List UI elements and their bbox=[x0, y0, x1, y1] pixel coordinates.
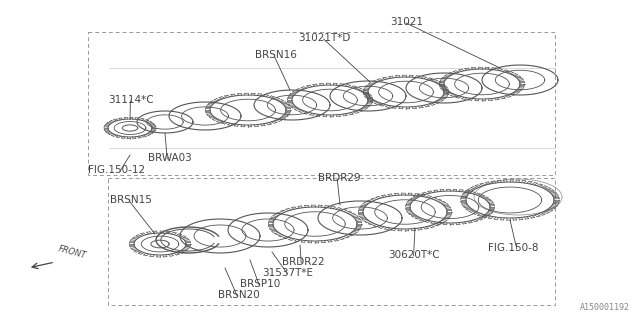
Text: 31021T*D: 31021T*D bbox=[298, 33, 350, 43]
Bar bbox=[108, 178, 555, 305]
Text: BRSN16: BRSN16 bbox=[255, 50, 297, 60]
Text: BRDR22: BRDR22 bbox=[282, 257, 324, 267]
Text: 30620T*C: 30620T*C bbox=[388, 250, 440, 260]
Text: BRDR29: BRDR29 bbox=[318, 173, 360, 183]
Bar bbox=[88, 32, 555, 175]
Text: BRSN15: BRSN15 bbox=[110, 195, 152, 205]
Text: A150001192: A150001192 bbox=[580, 303, 630, 312]
Text: 31021: 31021 bbox=[390, 17, 423, 27]
Text: BRSP10: BRSP10 bbox=[240, 279, 280, 289]
Text: 31114*C: 31114*C bbox=[108, 95, 154, 105]
Text: FRONT: FRONT bbox=[57, 244, 87, 260]
Text: BRWA03: BRWA03 bbox=[148, 153, 192, 163]
Text: FIG.150-8: FIG.150-8 bbox=[488, 243, 538, 253]
Text: FIG.150-12: FIG.150-12 bbox=[88, 165, 145, 175]
Text: BRSN20: BRSN20 bbox=[218, 290, 260, 300]
Text: 31537T*E: 31537T*E bbox=[262, 268, 313, 278]
